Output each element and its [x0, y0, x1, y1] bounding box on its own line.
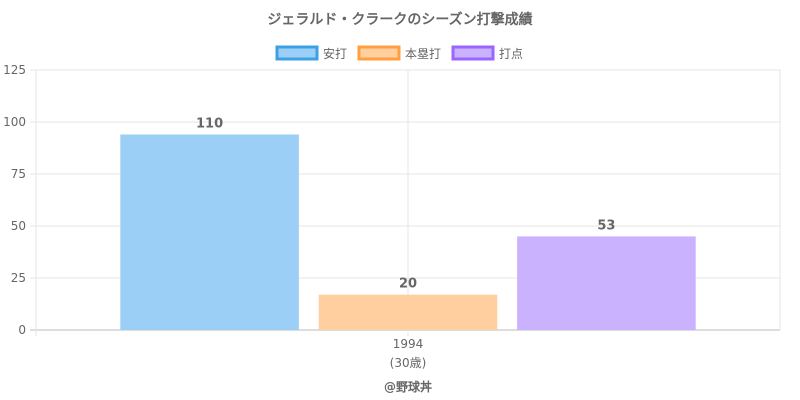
chart-title: ジェラルド・クラークのシーズン打撃成績 — [267, 11, 532, 28]
y-tick-label: 100 — [3, 115, 26, 129]
y-tick-label: 0 — [18, 323, 26, 337]
y-tick-label: 50 — [11, 219, 26, 233]
legend-label: 安打 — [323, 46, 347, 61]
y-tick-label: 125 — [3, 63, 26, 77]
y-tick-label: 75 — [11, 167, 26, 181]
x-axis: 1994 (30歳) — [390, 337, 427, 370]
legend: 安打 本塁打 打点 — [275, 45, 523, 61]
legend-label: 打点 — [499, 47, 523, 61]
legend-swatch — [451, 45, 495, 61]
bar-1[interactable] — [120, 134, 299, 330]
bar-3[interactable] — [517, 236, 696, 330]
y-axis: 0 25 50 75 100 125 — [3, 63, 26, 337]
data-label: 20 — [399, 277, 417, 292]
legend-swatch — [275, 45, 319, 61]
data-labels: 110 20 53 — [196, 116, 615, 291]
data-label: 53 — [597, 218, 615, 233]
x-tick-label: 1994 — [393, 337, 424, 351]
legend-label: 本塁打 — [405, 47, 441, 61]
legend-swatch — [357, 45, 401, 61]
y-tick-label: 25 — [11, 271, 26, 285]
data-label: 110 — [196, 116, 223, 131]
x-tick-sublabel: (30歳) — [390, 356, 427, 370]
legend-item-3[interactable]: 打点 — [451, 45, 523, 61]
legend-item-1[interactable]: 安打 — [275, 45, 347, 61]
legend-item-2[interactable]: 本塁打 — [357, 45, 441, 61]
credit-label: @野球丼 — [384, 379, 432, 394]
bar-2[interactable] — [318, 294, 498, 330]
bars — [120, 134, 696, 330]
